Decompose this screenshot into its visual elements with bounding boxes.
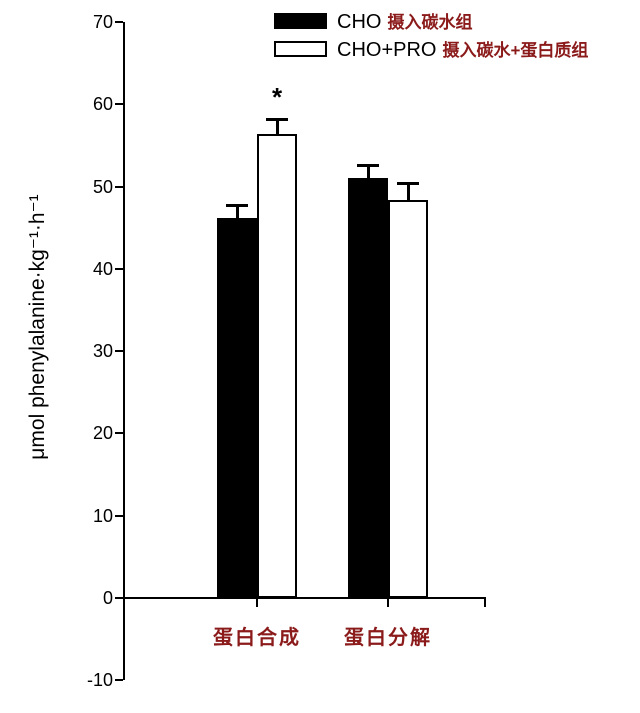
bar-cho-breakdown — [348, 178, 388, 598]
y-tick-label--10: -10 — [86, 670, 113, 690]
y-tick-label-40: 40 — [92, 258, 113, 279]
error-bar-line-cho-breakdown — [366, 165, 370, 179]
error-bar-line-cho-synthesis — [235, 205, 239, 218]
legend-label-cho-pro: CHO+PRO 摄入碳水+蛋白质组 — [337, 36, 588, 62]
error-bar-line-cho-pro-breakdown — [406, 183, 410, 200]
x-category-label-breakdown: 蛋白分解 — [344, 627, 432, 649]
bar-cho-synthesis — [217, 217, 257, 598]
error-bar-cap-cho-synthesis — [226, 204, 248, 208]
error-bar-cap-cho-pro-synthesis — [266, 118, 288, 122]
error-bar-cap-cho-pro-breakdown — [397, 182, 419, 186]
legend-item-cho-pro: CHO+PRO 摄入碳水+蛋白质组 — [274, 39, 588, 61]
legend-label-cho-zh: 摄入碳水组 — [387, 12, 473, 32]
y-tick-30 — [115, 350, 123, 352]
bar-cho-pro-synthesis — [257, 133, 297, 598]
y-axis-line — [123, 22, 125, 680]
y-tick-label-60: 60 — [92, 94, 113, 115]
y-tick-0 — [115, 596, 123, 599]
x-category-label-synthesis: 蛋白合成 — [213, 627, 301, 649]
error-bar-cap-cho-breakdown — [357, 164, 379, 168]
y-tick-label-0: 0 — [102, 587, 113, 608]
y-tick-50 — [115, 185, 123, 188]
y-tick--10 — [115, 679, 123, 681]
y-tick-70 — [115, 21, 123, 23]
y-tick-label-30: 30 — [92, 341, 113, 361]
x-axis-end-tick — [484, 597, 486, 607]
x-tick-breakdown — [387, 597, 389, 607]
error-bar-line-cho-pro-synthesis — [275, 119, 279, 134]
y-tick-20 — [115, 432, 123, 435]
legend-swatch-cho-pro — [274, 40, 327, 57]
y-tick-60 — [115, 103, 123, 106]
legend: CHO 摄入碳水组 CHO+PRO 摄入碳水+蛋白质组 — [274, 11, 588, 61]
significance-asterisk: * — [271, 82, 283, 113]
legend-label-cho: CHO 摄入碳水组 — [337, 8, 472, 34]
bar-cho-pro-breakdown — [388, 199, 428, 598]
y-tick-label-20: 20 — [92, 423, 113, 444]
y-tick-label-50: 50 — [92, 176, 113, 197]
y-tick-40 — [115, 267, 123, 270]
legend-label-cho-pro-zh: 摄入碳水+蛋白质组 — [442, 40, 589, 60]
legend-item-cho: CHO 摄入碳水组 — [274, 11, 588, 33]
x-axis-line — [123, 596, 486, 599]
x-tick-synthesis — [256, 597, 258, 607]
legend-label-cho-en: CHO — [337, 10, 382, 33]
y-tick-label-10: 10 — [92, 505, 113, 526]
y-tick-10 — [115, 514, 123, 517]
legend-swatch-cho — [274, 12, 327, 29]
legend-label-cho-pro-en: CHO+PRO — [337, 38, 437, 61]
y-tick-label-70: 70 — [92, 12, 113, 32]
